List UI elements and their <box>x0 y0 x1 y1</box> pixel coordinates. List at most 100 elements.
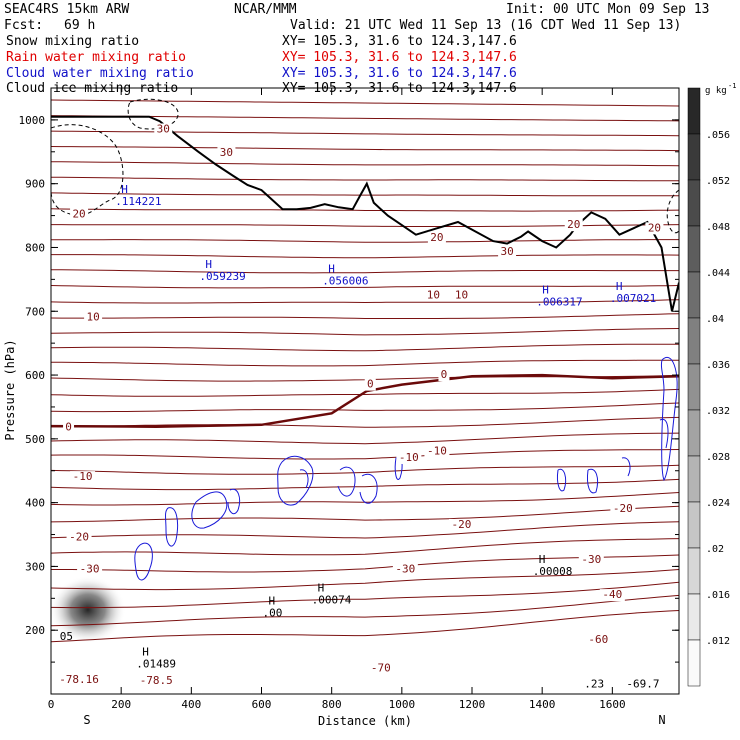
temperature-label: -20 <box>613 502 633 515</box>
temperature-label: 20 <box>72 207 85 220</box>
temperature-label-bg <box>77 563 103 576</box>
isotherm-contour <box>51 449 679 460</box>
temperature-label: -40 <box>602 588 622 601</box>
colorbar-tick-label: .016 <box>706 590 730 601</box>
maximum-value-label: .007021 <box>610 292 656 305</box>
isotherm-contour <box>51 569 679 591</box>
temperature-label: -60 <box>588 633 608 646</box>
maximum-value-label: .114221 <box>115 195 161 208</box>
maximum-h-marker: H <box>121 183 128 196</box>
forecast-hours: 69 h <box>64 18 96 33</box>
temperature-label-bg <box>424 445 450 458</box>
y-tick-label: 300 <box>25 560 45 573</box>
isotherm-contour <box>51 594 679 627</box>
temperature-label-bg <box>70 471 96 484</box>
temperature-label-bg <box>136 675 176 688</box>
ice-cloud-contour <box>666 189 679 234</box>
colorbar-tick-label: .044 <box>706 268 730 279</box>
field-name-rain: Rain water mixing ratio <box>6 50 187 65</box>
maximum-value-label: .006317 <box>536 296 582 309</box>
field-name-snow: Snow mixing ratio <box>6 34 140 49</box>
x-tick-label: 1200 <box>459 698 486 711</box>
field-xy-rain: XY= 105.3, 31.6 to 124.3,147.6 <box>282 50 517 65</box>
isotherm-contour <box>51 299 679 304</box>
freezing-level-contour <box>51 373 679 428</box>
colorbar-segment <box>687 271 701 319</box>
x-axis-label: Distance (km) <box>318 714 412 728</box>
colorbar-segment <box>687 317 701 365</box>
temperature-label: -20 <box>69 531 89 544</box>
temperature-label: 10 <box>427 288 440 301</box>
temperature-label: -78.5 <box>140 674 173 687</box>
maximum-value-label: .00008 <box>533 565 573 578</box>
temperature-label: 10 <box>86 311 99 324</box>
isotherm-contour <box>51 161 679 167</box>
cloud-water-contour <box>359 473 378 504</box>
isotherm-contour <box>51 239 679 243</box>
temperature-label: 0 <box>65 420 72 433</box>
isotherm-contour <box>51 192 679 197</box>
y-tick-label: 400 <box>25 497 45 510</box>
isotherm-contour <box>51 285 679 289</box>
maximum-h-marker: H <box>542 284 549 297</box>
colorbar-segment <box>687 593 701 641</box>
plot-frame <box>50 87 680 695</box>
temperature-label-bg <box>645 222 664 235</box>
y-tick-label: 1000 <box>19 114 46 127</box>
colorbar-tick-label: .032 <box>706 406 730 417</box>
colorbar-segment <box>687 363 701 411</box>
x-tick-label: 1000 <box>389 698 416 711</box>
colorbar-tick-label: .024 <box>706 498 730 509</box>
colorbar-tick-label: .012 <box>706 636 730 647</box>
isotherm-contour <box>51 432 679 445</box>
south-end-label: S <box>83 713 90 727</box>
temperature-label: 20 <box>567 218 580 231</box>
temperature-label-bg <box>84 311 103 324</box>
isotherm-contour <box>51 359 679 367</box>
center-title: NCAR/MMM <box>234 2 297 17</box>
temperature-label-bg <box>498 245 517 258</box>
isotherm-contour <box>51 254 679 259</box>
isotherm-contour <box>51 388 679 397</box>
cloud-water-contour <box>134 542 153 581</box>
maximum-value-label: .056006 <box>322 275 368 288</box>
maximum-h-marker: H <box>205 258 212 271</box>
y-tick-label: 200 <box>25 624 45 637</box>
y-tick-label: 900 <box>25 178 45 191</box>
temperature-label: -10 <box>427 445 447 458</box>
colorbar-segment <box>687 225 701 273</box>
maximum-h-marker: H <box>539 553 546 566</box>
x-tick-label: 1600 <box>599 698 626 711</box>
colorbar-unit: g kg <box>705 86 727 96</box>
x-tick-label: 1400 <box>529 698 556 711</box>
colorbar-unit-exponent: -1 <box>728 82 736 90</box>
maximum-h-marker: H <box>318 582 325 595</box>
maximum-h-marker: H <box>142 645 149 658</box>
temperature-label: 20 <box>430 231 443 244</box>
temperature-label: 0 <box>367 378 374 391</box>
maximum-value-label: .059239 <box>199 270 245 283</box>
colorbar-tick-label: .036 <box>706 360 730 371</box>
isotherm-contour <box>51 99 679 107</box>
isotherm-contour <box>51 343 679 352</box>
cloud-water-contour <box>337 466 356 497</box>
forecast-label: Fcst: <box>4 18 44 33</box>
field-xy-cloud-water: XY= 105.3, 31.6 to 124.3,147.6 <box>282 66 517 81</box>
temperature-label: 20 <box>648 221 661 234</box>
temperature-label: -30 <box>395 563 415 576</box>
temperature-label-bg <box>56 673 103 686</box>
temperature-label-bg <box>396 451 422 464</box>
isotherm-contour <box>51 269 679 274</box>
colorbar-segment <box>687 409 701 457</box>
maximum-h-marker: H <box>328 263 335 276</box>
colorbar: .056 .052 .048 .044 .04 .036 .032 .028 .024 .02 .0… <box>687 82 736 687</box>
y-tick-label: 500 <box>25 433 45 446</box>
cloud-water-contour <box>621 457 631 477</box>
contour-fragment-label: -69.7 <box>626 678 659 691</box>
colorbar-segment <box>687 133 701 181</box>
isotherm-contour <box>51 464 679 475</box>
temperature-label-bg <box>585 633 611 646</box>
colorbar-segment <box>687 455 701 503</box>
cloud-water-contour <box>191 491 228 529</box>
temperature-label-bg <box>578 554 604 567</box>
